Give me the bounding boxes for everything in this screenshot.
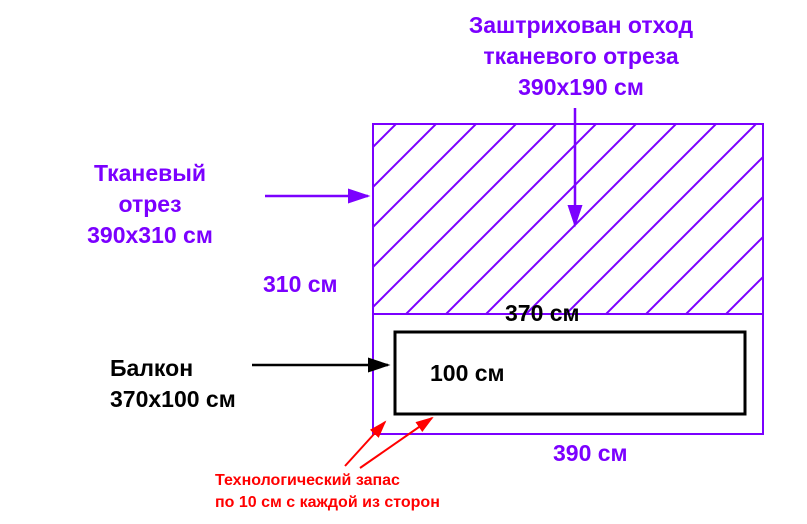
fabric-label: Тканевый отрез 390х310 см <box>40 158 260 251</box>
red-arrow-left <box>345 422 385 466</box>
red-arrow-right <box>360 418 432 468</box>
dim-370: 370 см <box>505 298 580 329</box>
hatch-rect <box>373 124 763 314</box>
dim-100: 100 см <box>430 358 505 389</box>
waste-label: Заштрихован отход тканевого отреза 390х1… <box>396 10 766 103</box>
dim-390: 390 см <box>553 438 628 469</box>
tech-margin-label: Технологический запас по 10 см с каждой … <box>215 470 440 513</box>
balcony-label: Балкон 370х100 см <box>110 353 236 415</box>
dim-310: 310 см <box>263 269 338 300</box>
